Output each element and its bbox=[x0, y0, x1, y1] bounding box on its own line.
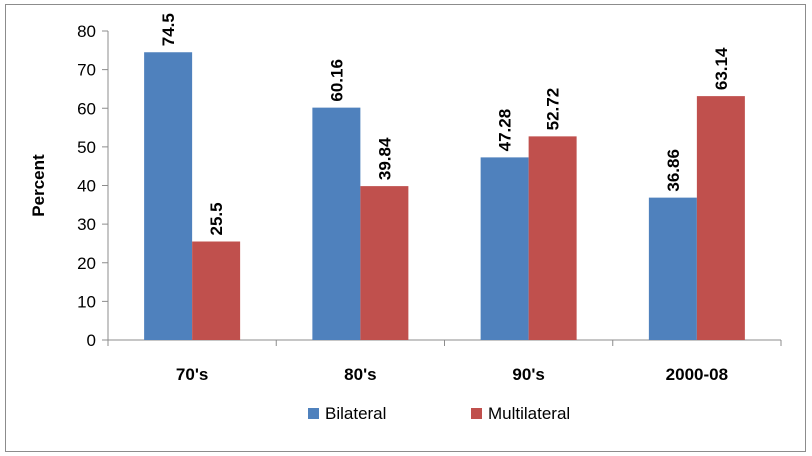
y-tick-label: 70 bbox=[77, 61, 96, 80]
y-tick-label: 30 bbox=[77, 215, 96, 234]
bar-bilateral bbox=[312, 107, 361, 340]
y-tick-label: 0 bbox=[87, 331, 96, 350]
legend-swatch bbox=[471, 408, 482, 419]
bar-chart: 0 10 20 30 40 50 60 70 80 Percent 70's 80's 90's 2000… bbox=[29, 13, 782, 423]
data-label: 47.28 bbox=[496, 109, 515, 152]
axes: 0 10 20 30 40 50 60 70 80 Percent 70's 80's 90's 2000… bbox=[29, 22, 782, 384]
legend-swatch bbox=[308, 408, 319, 419]
y-tick-label: 10 bbox=[77, 292, 96, 311]
x-category-label: 2000-08 bbox=[666, 365, 728, 384]
data-label: 63.14 bbox=[712, 47, 731, 90]
bar-bilateral bbox=[480, 157, 529, 340]
y-tick-label: 50 bbox=[77, 138, 96, 157]
bar-multilateral bbox=[696, 96, 745, 340]
bar-multilateral bbox=[192, 241, 241, 340]
data-label: 74.5 bbox=[159, 13, 178, 46]
x-category-label: 90's bbox=[512, 365, 544, 384]
bar-bilateral bbox=[144, 52, 193, 341]
data-label: 39.84 bbox=[375, 137, 394, 180]
bar-bilateral bbox=[648, 197, 697, 340]
data-label: 25.5 bbox=[207, 202, 226, 235]
bar-multilateral bbox=[360, 186, 409, 340]
bars bbox=[144, 52, 745, 341]
y-tick-label: 80 bbox=[77, 22, 96, 41]
y-tick-label: 60 bbox=[77, 99, 96, 118]
legend-label: Multilateral bbox=[488, 404, 570, 423]
data-label: 36.86 bbox=[664, 149, 683, 192]
x-category-label: 70's bbox=[176, 365, 208, 384]
data-label: 52.72 bbox=[544, 88, 563, 131]
y-tick-label: 20 bbox=[77, 254, 96, 273]
bar-multilateral bbox=[528, 136, 577, 340]
data-label: 60.16 bbox=[327, 59, 346, 102]
data-labels: 74.5 25.5 60.16 39.84 47.28 52.72 36.86 63.14 bbox=[159, 13, 731, 235]
y-tick-label: 40 bbox=[77, 177, 96, 196]
legend: Bilateral Multilateral bbox=[308, 404, 570, 423]
x-category-label: 80's bbox=[344, 365, 376, 384]
chart-area: 0 10 20 30 40 50 60 70 80 Percent 70's 80's 90's 2000… bbox=[5, 4, 806, 452]
legend-label: Bilateral bbox=[325, 404, 386, 423]
y-axis-title: Percent bbox=[29, 154, 48, 217]
